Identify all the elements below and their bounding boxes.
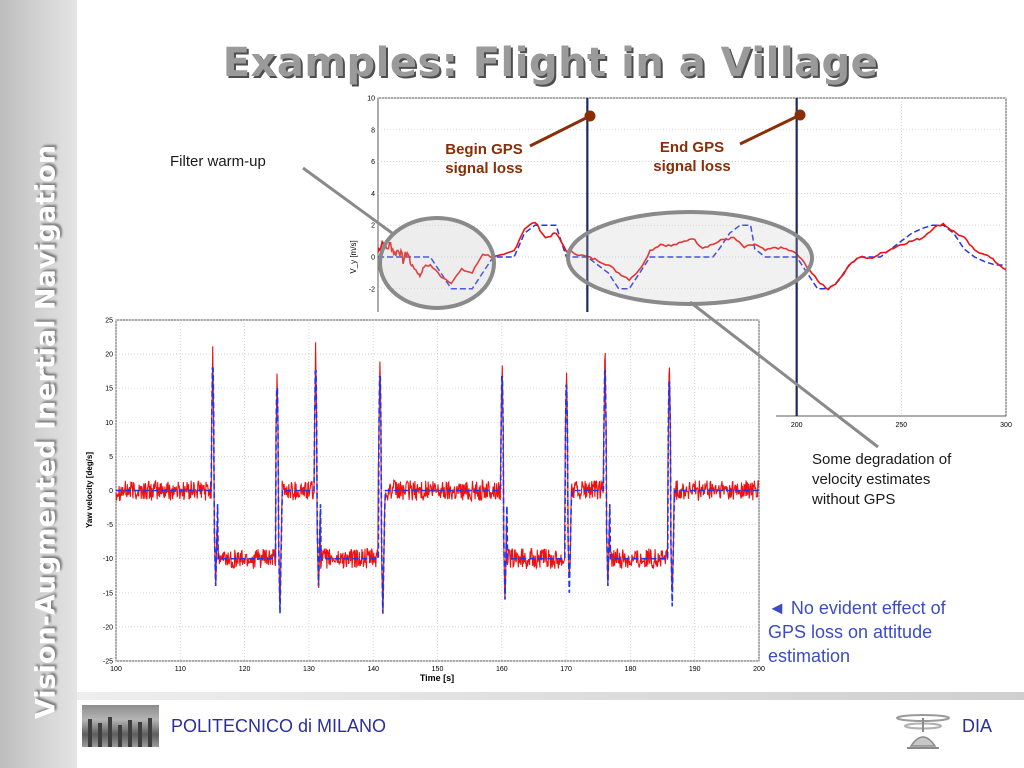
yaw-x-tick-label: 140 xyxy=(367,666,379,673)
begin-gps-label: Begin GPS signal loss xyxy=(432,140,536,178)
yaw-y-tick-label: -25 xyxy=(103,659,113,666)
vy-y-tick-label: 8 xyxy=(371,127,375,134)
end-gps-label-line1: End GPS xyxy=(659,139,725,156)
begin-gps-label-line1: Begin GPS xyxy=(445,141,523,158)
yaw-y-tick-label: -5 xyxy=(107,522,113,529)
footer-university: POLITECNICO di MILANO xyxy=(171,716,387,736)
yaw-y-tick-label: 20 xyxy=(105,352,113,359)
attitude-note-line3: estimation xyxy=(768,646,851,666)
sidebar-band: Vision-Augmented Inertial Navigation xyxy=(0,0,77,768)
yaw-series xyxy=(115,342,760,614)
filter-warmup-label: Filter warm-up xyxy=(170,153,266,170)
yaw-x-axis-label: Time [s] xyxy=(420,673,454,683)
begin-gps-label-line2: signal loss xyxy=(445,160,523,177)
yaw-y-tick-label: -15 xyxy=(103,590,113,597)
yaw-y-tick-label: 5 xyxy=(109,454,113,461)
degradation-ellipse xyxy=(566,210,814,306)
yaw-x-tick-label: 200 xyxy=(753,666,765,673)
yaw-estimate-line xyxy=(115,342,760,614)
vy-y-tick-label: 2 xyxy=(371,223,375,230)
degradation-label-line2: velocity estimates xyxy=(812,471,931,488)
vy-x-tick-label: 250 xyxy=(895,422,907,429)
vy-series xyxy=(377,221,1007,291)
vy-axis-label: V_y [m/s] xyxy=(349,240,358,273)
degradation-leader-line xyxy=(689,300,879,449)
vy-y-tick-label: 4 xyxy=(371,191,375,198)
degradation-label: Some degradation of velocity estimates w… xyxy=(812,450,951,510)
yaw-x-tick-label: 160 xyxy=(496,666,508,673)
yaw-y-tick-label: 10 xyxy=(105,420,113,427)
building-photo xyxy=(82,705,159,747)
attitude-note-line2: GPS loss on attitude xyxy=(768,622,933,642)
end-gps-dot xyxy=(794,109,806,121)
begin-gps-pointer xyxy=(529,114,591,148)
yaw-reference-line xyxy=(116,367,759,614)
degradation-label-line1: Some degradation of xyxy=(812,451,952,468)
vy-x-tick-label: 300 xyxy=(1000,422,1012,429)
end-gps-label: End GPS signal loss xyxy=(640,138,744,176)
vy-estimate-line xyxy=(377,221,1007,291)
yaw-x-tick-label: 110 xyxy=(175,666,186,673)
helicopter-logo-icon xyxy=(896,714,950,749)
vy-y-tick-label: -2 xyxy=(369,286,375,293)
yaw-x-tick-label: 100 xyxy=(110,666,122,673)
yaw-x-tick-label: 180 xyxy=(625,666,637,673)
warmup-ellipse xyxy=(378,216,496,310)
vy-reference-line xyxy=(378,224,1006,290)
footer-department: DIA xyxy=(962,716,993,736)
yaw-x-tick-label: 150 xyxy=(432,666,444,673)
yaw-y-tick-label: -20 xyxy=(103,624,113,631)
vy-y-tick-label: 6 xyxy=(371,159,375,166)
degradation-label-line3: without GPS xyxy=(812,491,896,508)
yaw-y-tick-label: 15 xyxy=(105,386,113,393)
yaw-grid xyxy=(115,319,760,662)
attitude-note: ◄ No evident effect of GPS loss on attit… xyxy=(768,596,946,668)
yaw-y-tick-label: 0 xyxy=(109,488,113,495)
end-gps-pointer xyxy=(739,113,801,146)
attitude-note-line1: ◄ No evident effect of xyxy=(768,598,946,618)
warmup-leader-line xyxy=(302,166,393,235)
yaw-y-tick-label: -10 xyxy=(103,556,113,563)
end-gps-label-line2: signal loss xyxy=(653,158,731,175)
vy-ticks: 10 8 6 4 2 0 -2 200 250 300 xyxy=(367,96,1012,430)
vy-y-tick-label: 10 xyxy=(367,96,375,103)
yaw-y-tick-label: 25 xyxy=(105,318,113,325)
slide-title: Examples: Flight in a Village xyxy=(222,40,879,86)
vy-x-tick-label: 200 xyxy=(791,422,803,429)
yaw-x-tick-label: 130 xyxy=(303,666,315,673)
vy-y-tick-label: 0 xyxy=(371,255,375,262)
yaw-x-tick-label: 190 xyxy=(689,666,701,673)
yaw-x-tick-label: 170 xyxy=(560,666,572,673)
footer-separator xyxy=(77,692,1024,700)
yaw-x-tick-label: 120 xyxy=(239,666,251,673)
yaw-y-axis-label: Yaw velocity [deg/s] xyxy=(85,452,94,528)
begin-gps-dot xyxy=(584,110,596,122)
